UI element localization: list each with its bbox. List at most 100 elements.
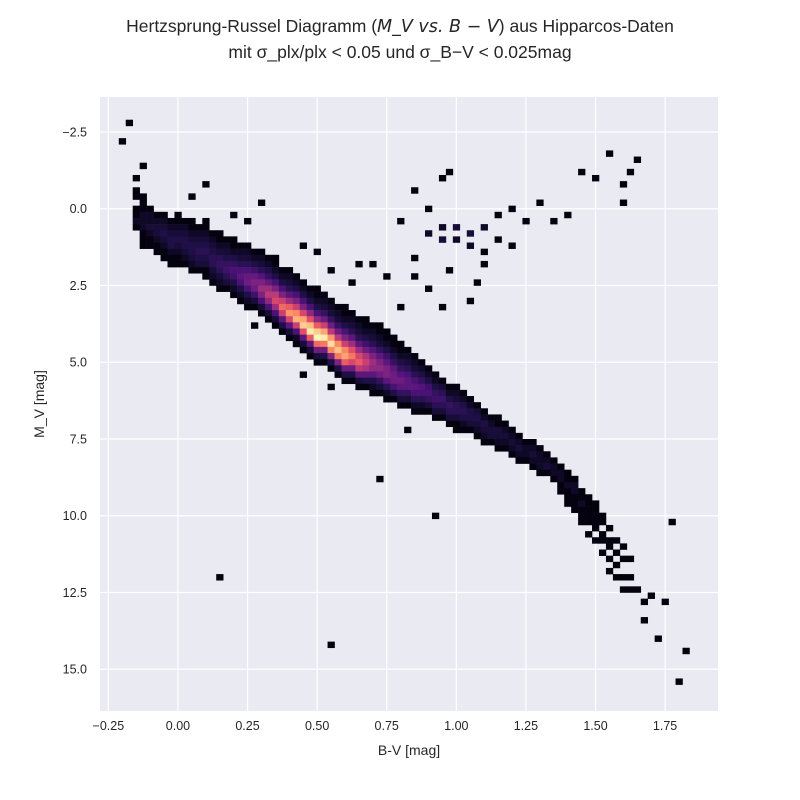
histogram-bin bbox=[390, 377, 398, 385]
histogram-bin bbox=[425, 205, 433, 213]
histogram-bin bbox=[292, 291, 301, 299]
histogram-bin bbox=[522, 217, 530, 225]
histogram-bin bbox=[209, 267, 217, 274]
histogram-bin bbox=[633, 156, 642, 163]
histogram-bin bbox=[466, 414, 475, 421]
histogram-bin bbox=[216, 279, 224, 286]
histogram-bin bbox=[369, 353, 377, 360]
grid bbox=[100, 97, 718, 711]
histogram-bin bbox=[425, 377, 433, 385]
histogram-bin bbox=[299, 371, 307, 378]
histogram-bin bbox=[404, 353, 412, 360]
histogram-bin bbox=[278, 291, 287, 299]
histogram-bin bbox=[237, 260, 245, 268]
histogram-bin bbox=[299, 285, 307, 292]
histogram-bin bbox=[640, 598, 649, 606]
histogram-bin bbox=[404, 383, 412, 391]
histogram-bin bbox=[264, 285, 273, 292]
histogram-bin bbox=[271, 267, 280, 274]
histogram-bin bbox=[292, 310, 301, 317]
histogram-bin bbox=[390, 353, 398, 360]
histogram-bin bbox=[383, 346, 391, 354]
histogram-bin bbox=[244, 303, 252, 311]
histogram-bin bbox=[209, 273, 217, 280]
histogram-bin bbox=[320, 322, 328, 329]
histogram-bin bbox=[362, 359, 370, 366]
histogram-bin bbox=[612, 574, 621, 581]
histogram-bin bbox=[132, 211, 140, 219]
histogram-bin bbox=[244, 297, 252, 305]
histogram-bin bbox=[466, 426, 475, 434]
histogram-bin bbox=[390, 346, 398, 354]
histogram-bin bbox=[327, 328, 335, 335]
histogram-bin bbox=[313, 303, 321, 311]
histogram-bin bbox=[264, 273, 273, 280]
histogram-bin bbox=[334, 346, 342, 354]
histogram-bin bbox=[334, 328, 342, 335]
histogram-bin bbox=[146, 205, 154, 213]
histogram-bin bbox=[209, 236, 217, 243]
histogram-bin bbox=[585, 512, 593, 520]
histogram-bin bbox=[564, 494, 572, 501]
histogram-bin bbox=[264, 310, 273, 317]
histogram-bin bbox=[404, 426, 412, 434]
histogram-bin bbox=[480, 224, 488, 231]
histogram-bin bbox=[348, 322, 356, 329]
histogram-bin bbox=[230, 285, 238, 292]
histogram-bin bbox=[529, 457, 537, 464]
histogram-bin bbox=[327, 267, 335, 274]
title-line-2: mit σ_plx/plx < 0.05 und σ_B−V < 0.025ma… bbox=[228, 42, 572, 62]
histogram-bin bbox=[473, 402, 481, 409]
histogram-bin bbox=[348, 328, 356, 335]
histogram-bin bbox=[452, 420, 461, 428]
y-tick-label: 0.0 bbox=[70, 202, 87, 216]
histogram-bin bbox=[341, 365, 349, 372]
histogram-bin bbox=[251, 303, 259, 311]
histogram-bin bbox=[592, 506, 600, 513]
histogram-bin bbox=[216, 574, 224, 581]
histogram-bin bbox=[362, 383, 370, 391]
histogram-bin bbox=[404, 365, 412, 372]
histogram-bin bbox=[257, 267, 266, 274]
histogram-bin bbox=[264, 279, 273, 286]
histogram-bin bbox=[362, 316, 370, 323]
histogram-bin bbox=[320, 291, 328, 299]
histogram-bin bbox=[327, 303, 335, 311]
histogram-bin bbox=[564, 475, 572, 483]
y-axis-label: M_V [mag] bbox=[31, 370, 47, 438]
histogram-bin bbox=[619, 181, 628, 188]
histogram-bin bbox=[494, 426, 502, 434]
histogram-bin bbox=[578, 512, 586, 520]
histogram-bin bbox=[557, 463, 565, 470]
histogram-bin bbox=[362, 371, 370, 378]
histogram-bin bbox=[237, 242, 245, 249]
histogram-bin bbox=[174, 217, 182, 225]
histogram-bin bbox=[431, 377, 440, 385]
histogram-bin bbox=[355, 322, 363, 329]
histogram-bin bbox=[327, 297, 335, 305]
histogram-bin bbox=[216, 230, 224, 237]
histogram-bin bbox=[264, 291, 273, 299]
histogram-bin bbox=[132, 193, 140, 200]
histogram-bin bbox=[543, 463, 551, 470]
histogram-bin bbox=[278, 322, 287, 329]
histogram-bin bbox=[230, 254, 238, 262]
histogram-bin bbox=[452, 426, 461, 434]
histogram-bin bbox=[188, 217, 196, 225]
histogram-bin bbox=[640, 617, 649, 624]
histogram-bin bbox=[320, 359, 328, 366]
histogram-bin bbox=[411, 187, 419, 194]
histogram-bin bbox=[251, 260, 259, 268]
histogram-bin bbox=[466, 230, 475, 237]
histogram-bin bbox=[508, 432, 516, 440]
histogram-bin bbox=[418, 396, 426, 403]
histogram-bin bbox=[160, 224, 168, 231]
histogram-bin bbox=[174, 242, 182, 249]
histogram-bin bbox=[341, 346, 349, 354]
x-tick-label: 1.50 bbox=[583, 719, 607, 733]
histogram-bin bbox=[160, 254, 168, 262]
histogram-bin bbox=[223, 267, 231, 274]
histogram-bin bbox=[216, 273, 224, 280]
histogram-bin bbox=[257, 248, 266, 256]
histogram-bin bbox=[390, 371, 398, 378]
